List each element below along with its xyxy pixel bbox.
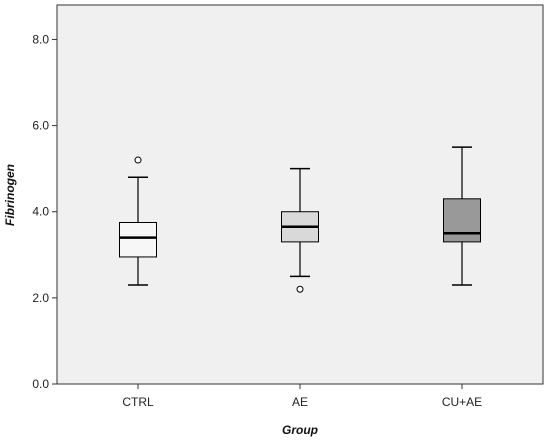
- y-tick-label: 8.0: [32, 32, 49, 46]
- box-ae: [281, 167, 319, 293]
- y-tick-label: 6.0: [32, 119, 49, 133]
- box-cu-ae: [443, 146, 481, 286]
- x-tick-label: AE: [292, 395, 308, 409]
- x-axis-title: Group: [282, 423, 318, 437]
- iqr-box: [443, 198, 481, 243]
- x-axis: CTRL AE CU+AE: [122, 384, 482, 409]
- x-tick-label: CTRL: [122, 395, 154, 409]
- box-series: [119, 146, 481, 293]
- box-ctrl: [119, 156, 157, 286]
- y-tick-label: 4.0: [32, 205, 49, 219]
- outlier-point: [296, 285, 304, 293]
- y-tick-label: 0.0: [32, 377, 49, 391]
- iqr-box: [119, 221, 157, 258]
- y-tick-label: 2.0: [32, 291, 49, 305]
- y-axis: 0.0 2.0 4.0 6.0 8.0: [32, 32, 57, 391]
- y-axis-title: Fibrinogen: [3, 164, 17, 226]
- x-tick-label: CU+AE: [442, 395, 482, 409]
- outlier-point: [134, 156, 142, 164]
